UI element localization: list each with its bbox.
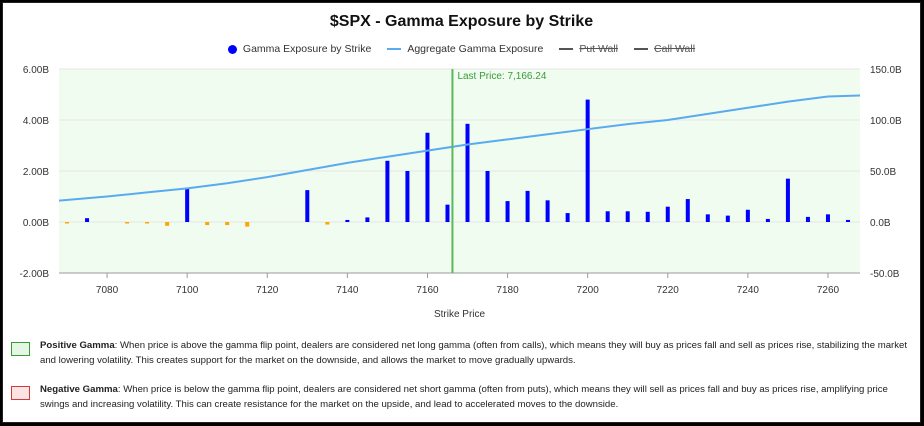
chart-title: $SPX - Gamma Exposure by Strike [329, 13, 594, 30]
gamma-bar [85, 218, 90, 222]
x-tick-label: 7140 [336, 285, 359, 296]
gamma-bar [505, 201, 510, 222]
gamma-bar [325, 222, 330, 225]
gamma-bar [125, 222, 130, 224]
gamma-bar [485, 171, 490, 222]
gamma-bar [525, 190, 530, 222]
x-tick-label: 7120 [256, 285, 279, 296]
gamma-bar [165, 222, 170, 226]
last-price-label: Last Price: 7,166.24 [457, 71, 546, 82]
y-left-tick: 2.00B [23, 167, 49, 178]
gamma-bar [765, 218, 770, 222]
legend-item-put-wall[interactable]: Put Wall [559, 43, 618, 55]
gamma-bar [605, 211, 610, 222]
gamma-bar [645, 211, 650, 222]
blue-dot-icon [227, 44, 237, 54]
gamma-bar [225, 222, 230, 226]
gamma-bar [545, 200, 550, 222]
plot-area: -2.00B 0.00B 2.00B 4.00B 6.00B -50.0B 0.0B 50.0… [20, 65, 902, 320]
gamma-bar [665, 206, 670, 222]
x-tick-label: 7080 [96, 285, 119, 296]
chart-legend: Gamma Exposure by Strike Aggregate Gamma… [3, 43, 920, 55]
gamma-bar [625, 211, 630, 222]
x-tick-label: 7100 [176, 285, 199, 296]
x-tick-label: 7200 [577, 285, 600, 296]
gamma-bar [685, 199, 690, 222]
red-swatch-icon [11, 386, 30, 400]
y-right-tick: 100.0B [870, 116, 902, 127]
green-swatch-icon [11, 342, 30, 356]
y-right-tick: 50.0B [870, 167, 896, 178]
gamma-bar [745, 209, 750, 222]
y-left-tick: 0.00B [23, 218, 49, 229]
gamma-bar [445, 204, 450, 222]
aggregate-gamma-line [58, 94, 861, 202]
gamma-bar [345, 219, 350, 222]
gamma-bar [145, 222, 150, 224]
x-axis-title: Strike Price [434, 309, 486, 320]
gamma-bar [465, 123, 470, 222]
x-tick-label: 7220 [657, 285, 680, 296]
gamma-bar [705, 214, 710, 222]
x-tick-label: 7240 [737, 285, 760, 296]
gamma-bar [825, 214, 830, 222]
gray-line-icon [559, 48, 574, 50]
note-positive-gamma: Positive Gamma: When price is above the … [11, 338, 911, 368]
gamma-bar [385, 160, 390, 222]
gamma-bar [585, 99, 590, 222]
gamma-notes: Positive Gamma: When price is above the … [11, 338, 911, 426]
x-tick-label: 7160 [416, 285, 439, 296]
legend-item-gamma-by-strike[interactable]: Gamma Exposure by Strike [227, 43, 371, 55]
note-negative-gamma: Negative Gamma: When price is below the … [11, 382, 911, 412]
x-tick-label: 7180 [496, 285, 519, 296]
gamma-bar [785, 178, 790, 222]
y-left-tick: -2.00B [20, 269, 50, 280]
y-right-tick: -50.0B [870, 269, 900, 280]
gamma-bar [805, 216, 810, 222]
blue-line-icon [387, 48, 402, 50]
gamma-bar [725, 215, 730, 222]
gamma-bar [65, 222, 70, 224]
y-right-tick: 150.0B [870, 65, 902, 76]
gamma-bar [425, 132, 430, 222]
gamma-bar [845, 219, 850, 222]
gamma-bar [405, 171, 410, 222]
gamma-bar [305, 190, 310, 222]
x-tick-label: 7260 [817, 285, 840, 296]
gray-line-icon [634, 48, 649, 50]
gamma-bar [365, 217, 370, 222]
gamma-bar [205, 222, 210, 226]
y-right-tick: 0.0B [870, 218, 891, 229]
y-left-tick: 6.00B [23, 65, 49, 76]
y-left-tick: 4.00B [23, 116, 49, 127]
gamma-bar [185, 187, 190, 222]
legend-item-aggregate-gamma[interactable]: Aggregate Gamma Exposure [387, 43, 543, 55]
gamma-bar [245, 222, 250, 227]
gamma-bar [565, 213, 570, 222]
legend-item-call-wall[interactable]: Call Wall [634, 43, 695, 55]
